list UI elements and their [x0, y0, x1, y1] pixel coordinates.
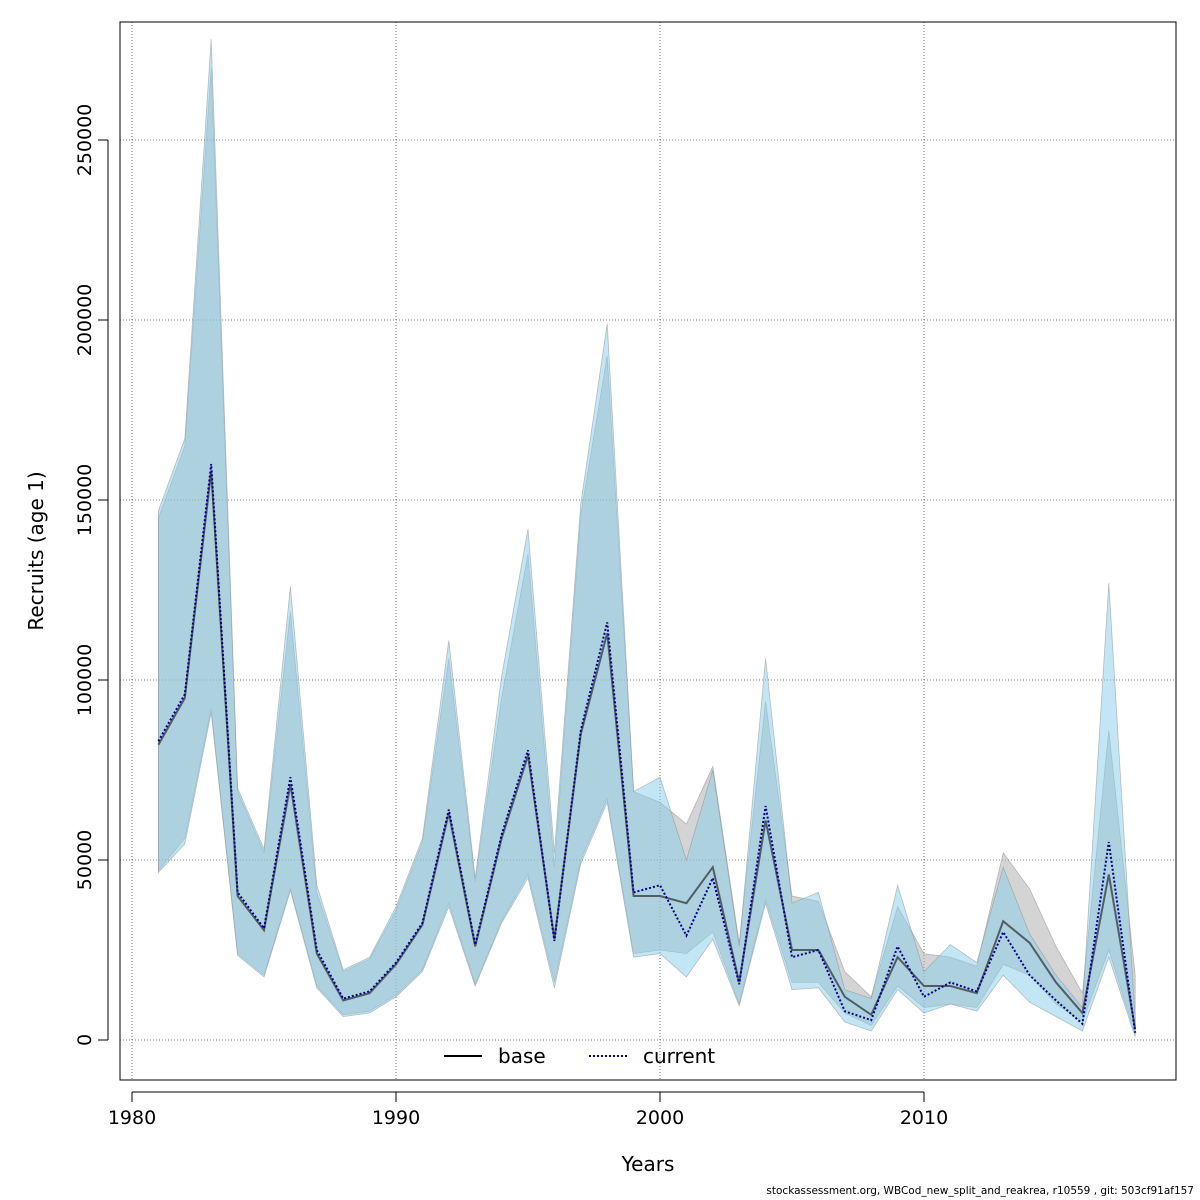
confidence-bands — [158, 39, 1136, 1038]
axes: 1980 1990 2000 2010 0 50000 100000 150000 200000… — [74, 104, 948, 1129]
legend-current-label: current — [643, 1044, 715, 1068]
band-current — [158, 39, 1136, 1038]
y-tick-label: 250000 — [74, 104, 96, 177]
line-base — [157, 471, 1137, 1030]
series-lines — [157, 463, 1137, 1033]
y-tick-label: 200000 — [74, 284, 96, 357]
y-tick-label: 100000 — [74, 644, 96, 717]
x-tick-label: 2000 — [636, 1107, 684, 1129]
y-axis-label: Recruits (age 1) — [24, 471, 48, 630]
x-axis-label: Years — [621, 1152, 675, 1176]
x-tick-label: 2010 — [900, 1107, 948, 1129]
footer-source-text: stockassessment.org, WBCod_new_split_and… — [766, 1185, 1194, 1197]
y-tick-label: 50000 — [74, 830, 96, 890]
x-tick-label: 1980 — [108, 1107, 156, 1129]
line-current — [157, 463, 1137, 1033]
legend: base current — [444, 1044, 715, 1068]
y-tick-label: 150000 — [74, 464, 96, 537]
legend-base-label: base — [498, 1044, 546, 1068]
plot-frame — [119, 21, 1177, 1081]
x-tick-label: 1990 — [372, 1107, 420, 1129]
y-tick-label: 0 — [74, 1034, 96, 1046]
